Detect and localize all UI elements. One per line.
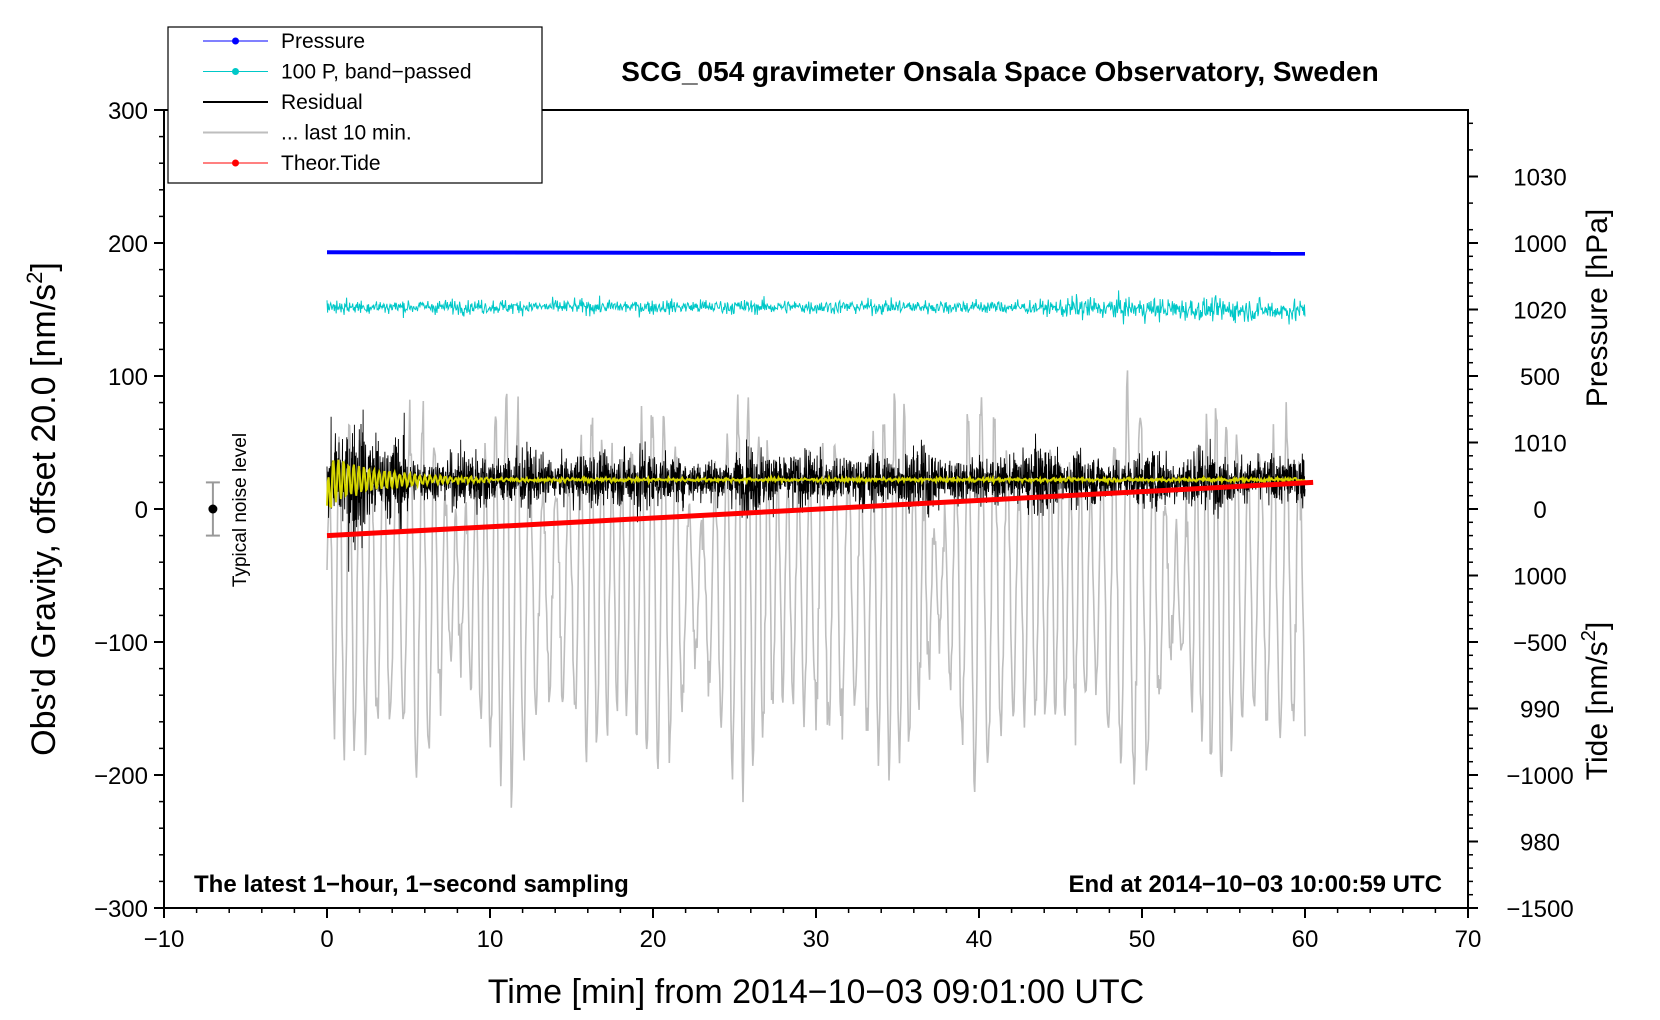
y-tick-label: −300 xyxy=(94,896,148,923)
pressure-axis-label: Pressure [hPa] xyxy=(1581,209,1614,407)
x-tick-label: 0 xyxy=(320,926,333,953)
y-tick-label: 0 xyxy=(135,497,148,524)
y-tick-label: −200 xyxy=(94,763,148,790)
y-axis-label-sup: 2 xyxy=(22,272,47,284)
pressure-tick-label: 1020 xyxy=(1513,298,1566,325)
series-last-10-min xyxy=(326,370,1306,808)
legend-marker xyxy=(232,37,239,45)
x-tick-label: 20 xyxy=(640,926,667,953)
legend-label: Pressure xyxy=(281,30,365,53)
tide-tick-label: 1000 xyxy=(1513,231,1566,258)
legend-box xyxy=(167,26,543,184)
y-axis-label: Obs'd Gravity, offset 20.0 [nm/s2] xyxy=(22,262,63,756)
y-tick-label: −100 xyxy=(94,630,148,657)
tide-axis-label-end: ] xyxy=(1581,622,1614,630)
tide-tick-label: −500 xyxy=(1513,630,1567,657)
pressure-tick-label: 990 xyxy=(1520,697,1560,724)
y-tick-label: 300 xyxy=(108,98,148,125)
noise-level-label: Typical noise level xyxy=(230,433,251,587)
y-axis-label-main: Obs'd Gravity, offset 20.0 [nm/s xyxy=(25,284,63,756)
pressure-axis-ticks: 980 990 1000 1010 1020 1030 xyxy=(1468,122,1567,896)
pressure-tick-label: 1000 xyxy=(1513,564,1566,591)
x-tick-label: 40 xyxy=(966,926,993,953)
y-tick-label: 100 xyxy=(108,364,148,391)
legend: Pressure 100 P, band−passed Residual ... la… xyxy=(167,26,543,184)
tide-axis-label-sup: 2 xyxy=(1578,630,1600,641)
series-residual-smoothed xyxy=(326,459,1306,509)
noise-level-indicator: Typical noise level xyxy=(205,433,251,587)
legend-label: Residual xyxy=(281,91,363,114)
legend-marker xyxy=(232,159,239,167)
legend-label: 100 P, band−passed xyxy=(281,61,472,84)
chart-title: SCG_054 gravimeter Onsala Space Observat… xyxy=(621,56,1378,87)
x-tick-label: 50 xyxy=(1129,926,1156,953)
legend-label: ... last 10 min. xyxy=(281,122,412,145)
end-time-note: End at 2014−10−03 10:00:59 UTC xyxy=(1068,871,1442,898)
data-layer xyxy=(326,250,1314,808)
x-tick-label: 30 xyxy=(803,926,830,953)
y-axis-label-end: ] xyxy=(25,262,63,271)
x-tick-label: −10 xyxy=(144,926,185,953)
noise-level-dot xyxy=(208,504,218,514)
tide-axis-ticks: −1500 −1000 −500 0 500 1000 xyxy=(1468,231,1574,923)
series-bandpassed-pressure xyxy=(326,290,1306,325)
series-pressure xyxy=(326,250,1306,256)
legend-label: Theor.Tide xyxy=(281,152,381,175)
pressure-tick-label: 1030 xyxy=(1513,165,1566,192)
pressure-tick-label: 980 xyxy=(1520,830,1560,857)
x-axis-ticks: −10 0 10 20 30 40 50 60 70 xyxy=(144,908,1482,953)
tide-tick-label: 0 xyxy=(1533,497,1546,524)
series-theoretical-tide xyxy=(326,479,1314,539)
pressure-tick-label: 1010 xyxy=(1513,431,1566,458)
sampling-note: The latest 1−hour, 1−second sampling xyxy=(194,871,629,898)
tide-axis-label-main: Tide [nm/s xyxy=(1581,641,1614,780)
tide-axis-label: Tide [nm/s2] xyxy=(1578,622,1614,780)
y-axis-ticks: −300 −200 −100 0 100 200 300 xyxy=(94,98,164,923)
x-tick-label: 10 xyxy=(477,926,504,953)
y-tick-label: 200 xyxy=(108,231,148,258)
legend-marker xyxy=(232,68,239,75)
x-axis-label: Time [min] from 2014−10−03 09:01:00 UTC xyxy=(488,973,1144,1011)
tide-tick-label: −1500 xyxy=(1506,896,1573,923)
tide-tick-label: 500 xyxy=(1520,364,1560,391)
tide-tick-label: −1000 xyxy=(1506,763,1573,790)
x-tick-label: 70 xyxy=(1455,926,1482,953)
x-tick-label: 60 xyxy=(1292,926,1319,953)
